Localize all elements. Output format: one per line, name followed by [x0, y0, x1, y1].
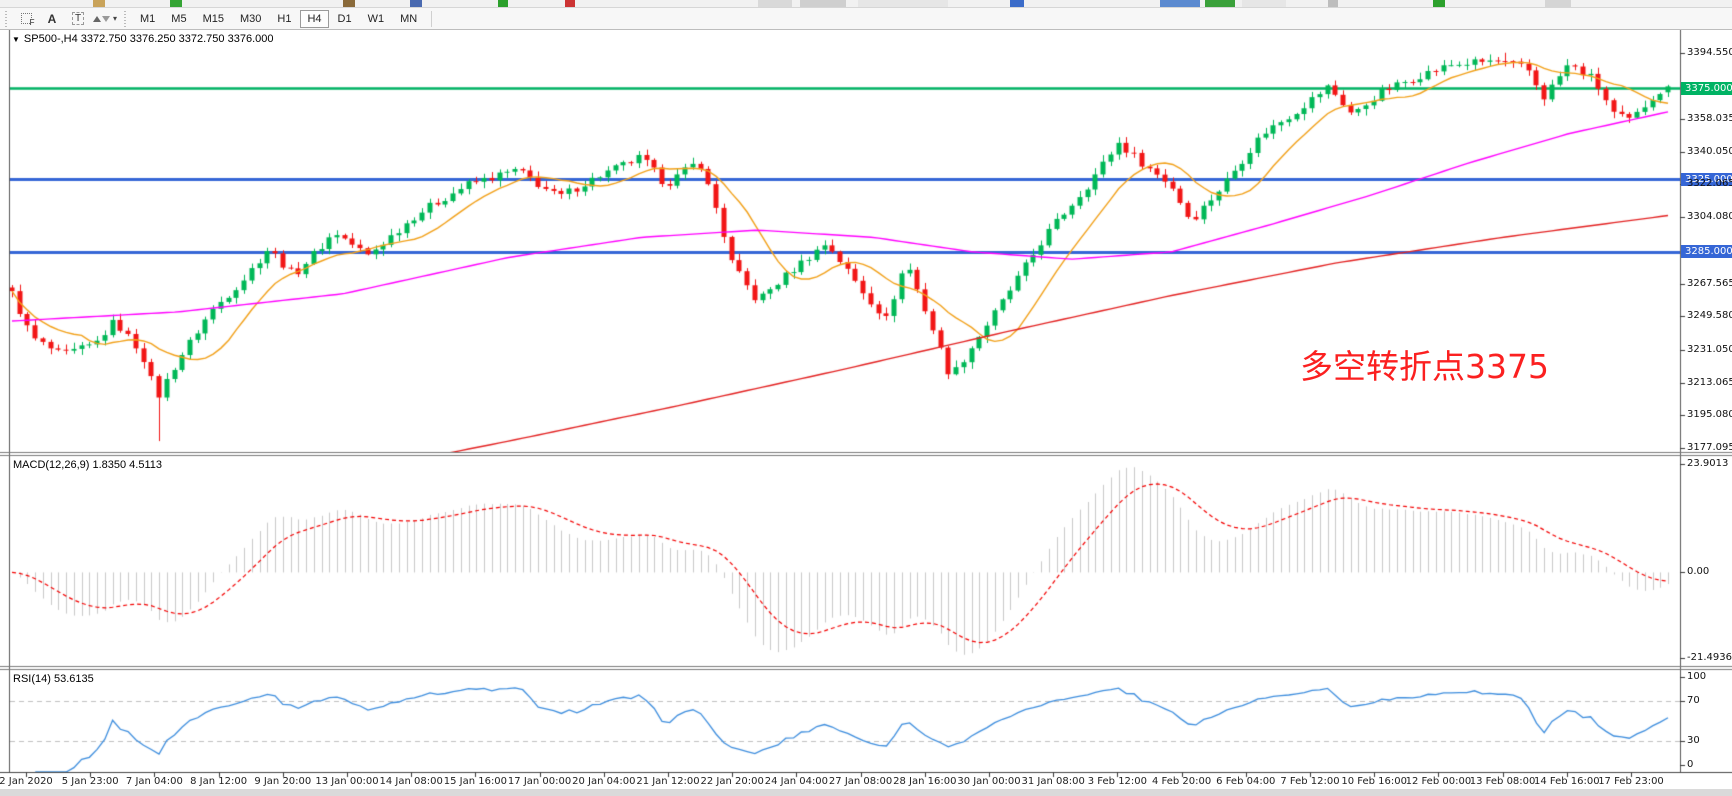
clipped-toolbar-icon [170, 0, 182, 7]
chart-text-annotation[interactable]: 多空转折点3375 [1300, 347, 1549, 386]
chart-window: ▼ SP500-,H4 3372.750 3376.250 3372.750 33… [0, 30, 1732, 796]
clipped-toolbar-icon [1205, 0, 1235, 7]
time-axis-label: 7 Jan 04:00 [125, 776, 183, 787]
price-axis-label: 3394.550 [1687, 46, 1732, 58]
price-axis-label: 3267.565 [1687, 277, 1732, 289]
clipped-toolbar-icon [858, 0, 948, 7]
timeframe-tab-M30[interactable]: M30 [233, 10, 268, 28]
timeframe-group: M1 M5 M15 M30 H1 H4 D1 W1 MN [132, 9, 425, 28]
arrow-up-icon [93, 15, 101, 22]
text-label-tool-button[interactable]: A [40, 10, 64, 28]
price-axis-label: 3249.580 [1687, 310, 1732, 322]
collapse-triangle-icon[interactable]: ▼ [12, 35, 20, 44]
time-axis-label: 27 Jan 08:00 [828, 776, 893, 787]
clipped-toolbar-icon [758, 0, 792, 7]
price-axis-label: 3195.080 [1687, 409, 1732, 421]
time-axis-label: 21 Jan 12:00 [636, 776, 700, 787]
clipped-toolbar-icon [800, 0, 846, 7]
price-axis-label: 3213.065 [1687, 376, 1732, 388]
time-axis-label: 5 Jan 23:00 [61, 776, 119, 787]
time-axis-label: 17 Feb 23:00 [1598, 776, 1664, 787]
price-level-badge-3325[interactable]: 3325.000 [1681, 172, 1732, 186]
price-axis-label: 3322.065 [1687, 178, 1732, 190]
clipped-toolbar-icon [1433, 0, 1445, 7]
timeframe-tab-M1[interactable]: M1 [133, 10, 162, 28]
time-axis-label: 13 Feb 08:00 [1469, 776, 1536, 787]
time-axis-label: 12 Feb 00:00 [1405, 776, 1472, 787]
timeframe-tab-M5[interactable]: M5 [164, 10, 193, 28]
clipped-toolbar-icon [1160, 0, 1200, 7]
clipped-toolbar-icon [565, 0, 575, 7]
chevron-down-icon: ▾ [113, 14, 118, 23]
text-box-tool-button[interactable]: T [66, 10, 90, 28]
letter-t-icon: T [71, 12, 85, 25]
time-axis-label: 22 Jan 20:00 [700, 776, 764, 787]
macd-axis-label: -21.4936 [1687, 652, 1732, 663]
status-strip [0, 789, 1732, 796]
timeframe-tab-D1[interactable]: D1 [331, 10, 359, 28]
arrow-down-icon [102, 15, 110, 22]
time-axis-label: 2 Jan 2020 [0, 776, 53, 787]
rsi-axis-label: 30 [1687, 735, 1700, 747]
rsi-axis-label: 70 [1687, 694, 1700, 706]
price-level-badge-3285[interactable]: 3285.000 [1681, 245, 1732, 259]
time-axis-label: 15 Jan 16:00 [443, 776, 508, 787]
time-axis-label: 24 Jan 04:00 [764, 776, 829, 787]
price-axis-label: 3177.095 [1687, 442, 1732, 454]
timeframe-tab-H1[interactable]: H1 [270, 10, 298, 28]
timeframe-tab-H4[interactable]: H4 [300, 9, 329, 28]
toolbar-drag-handle[interactable] [4, 10, 9, 27]
time-axis-label: 13 Jan 00:00 [315, 776, 379, 787]
clipped-toolbar-icon [498, 0, 508, 7]
time-axis-label: 9 Jan 20:00 [254, 776, 312, 787]
price-level-badge-3375[interactable]: 3375.000 [1681, 81, 1732, 95]
letter-a-icon: A [47, 11, 57, 26]
price-axis-label: 3304.080 [1687, 211, 1732, 223]
arrows-tool-button[interactable]: ▾ [92, 10, 118, 28]
timeframe-tab-M15[interactable]: M15 [196, 10, 231, 28]
time-axis-label: 3 Feb 12:00 [1087, 776, 1148, 787]
time-axis-label: 20 Jan 04:00 [572, 776, 636, 787]
clipped-toolbar-icon [1545, 0, 1571, 7]
price-axis-label: 3340.050 [1687, 145, 1732, 157]
price-axis-label: 3358.035 [1687, 113, 1732, 125]
price-axis-label: 3231.050 [1687, 344, 1732, 356]
price-chart-canvas[interactable] [0, 30, 1732, 796]
toolbar-separator [431, 10, 433, 27]
symbol-quote-text: SP500-,H4 3372.750 3376.250 3372.750 337… [23, 33, 274, 45]
time-axis-label: 30 Jan 00:00 [957, 776, 1021, 787]
time-axis-label: 28 Jan 16:00 [893, 776, 957, 787]
time-axis-label: 14 Jan 08:00 [379, 776, 443, 787]
rsi-axis-label: 0 [1687, 759, 1694, 770]
clipped-toolbar-icon [410, 0, 422, 7]
grid-icon: F [20, 13, 35, 27]
clipped-toolbar-icon [1010, 0, 1024, 7]
clipped-toolbar-icon [93, 0, 105, 7]
macd-indicator-label: MACD(12,26,9) 1.8350 4.5113 [13, 459, 162, 471]
cursor-grid-tool-button[interactable]: F [14, 10, 38, 28]
rsi-axis-label: 100 [1687, 671, 1707, 682]
time-axis-label: 4 Feb 20:00 [1151, 776, 1212, 787]
chart-toolbar: F A T ▾ M1 M5 M15 M30 H1 H4 D1 W1 MN [0, 8, 1732, 30]
time-axis-label: 14 Feb 16:00 [1533, 776, 1600, 787]
toolbar-drag-handle[interactable] [123, 10, 129, 27]
rsi-indicator-label: RSI(14) 53.6135 [13, 673, 94, 685]
macd-axis-label: 0.00 [1687, 566, 1710, 578]
timeframe-tab-MN[interactable]: MN [393, 10, 424, 28]
macd-axis-label: 23.9013 [1687, 458, 1729, 469]
timeframe-tab-W1[interactable]: W1 [361, 10, 392, 28]
clipped-toolbar-icon [1242, 0, 1286, 7]
time-axis-label: 31 Jan 08:00 [1021, 776, 1085, 787]
symbol-title: ▼ SP500-,H4 3372.750 3376.250 3372.750 33… [12, 33, 273, 45]
time-axis-label: 6 Feb 04:00 [1216, 776, 1276, 787]
clipped-toolbar-icon [1328, 0, 1338, 7]
time-axis-label: 7 Feb 12:00 [1280, 776, 1340, 787]
clipped-icon-toolbar [0, 0, 1732, 8]
time-axis-label: 8 Jan 12:00 [190, 776, 248, 787]
time-axis-label: 17 Jan 00:00 [507, 776, 572, 787]
clipped-toolbar-icon [343, 0, 355, 7]
time-axis-label: 10 Feb 16:00 [1341, 776, 1407, 787]
